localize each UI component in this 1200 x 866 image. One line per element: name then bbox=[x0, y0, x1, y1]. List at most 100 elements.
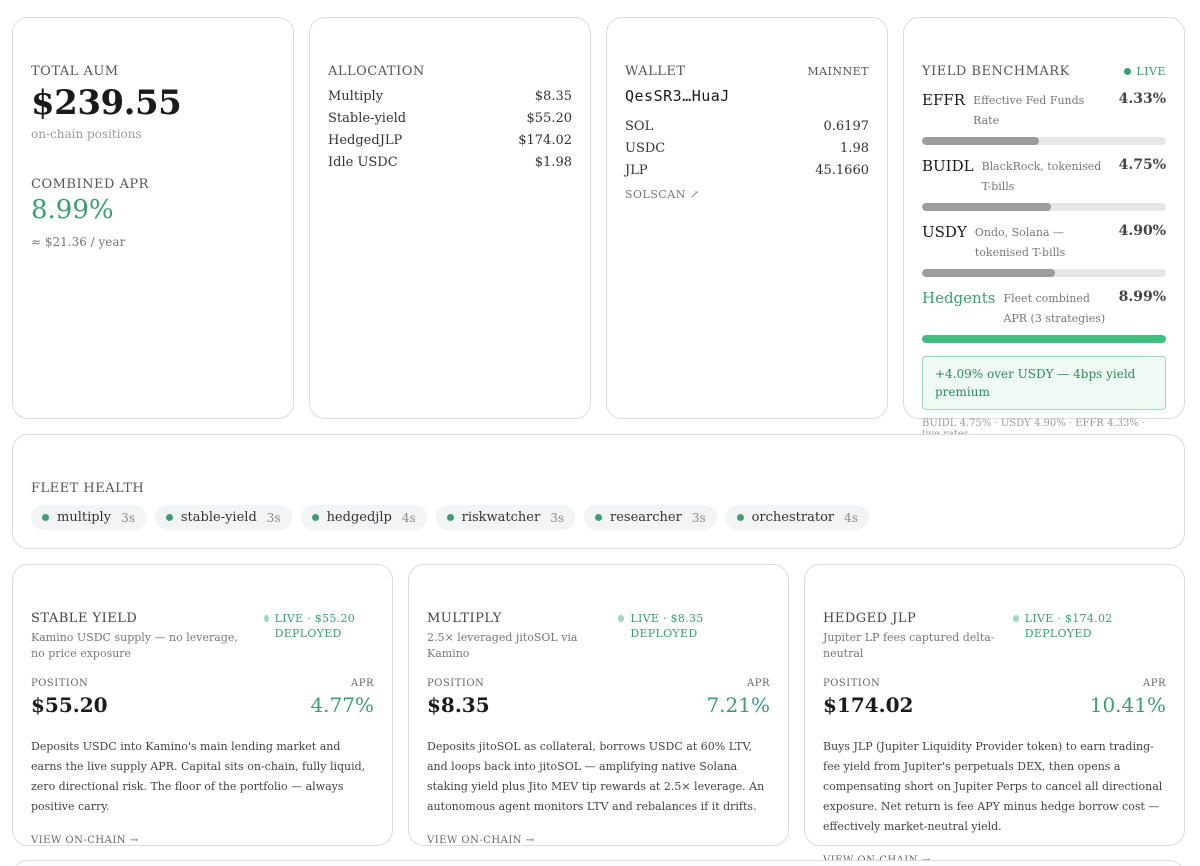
benchmark-name: EFFR bbox=[922, 91, 966, 109]
allocation-name: Idle USDC bbox=[328, 155, 398, 170]
agent-heartbeat: 4s bbox=[401, 510, 416, 525]
agent-list: multiply 3s stable-yield 3s hedgedjlp 4s… bbox=[31, 505, 1166, 530]
apr-label: APR bbox=[351, 678, 374, 689]
allocation-row: HedgedJLP $174.02 bbox=[328, 133, 572, 148]
balance-row: SOL 0.6197 bbox=[625, 119, 869, 134]
allocation-name: Multiply bbox=[328, 89, 384, 104]
status-dot-icon bbox=[446, 514, 454, 521]
agent-pill[interactable]: riskwatcher 3s bbox=[435, 505, 575, 530]
benchmark-effr: EFFR Effective Fed Funds Rate 4.33% bbox=[922, 91, 1166, 145]
agent-pill[interactable]: multiply 3s bbox=[31, 505, 146, 530]
benchmark-bar bbox=[922, 269, 1166, 277]
balance-row: USDC 1.98 bbox=[625, 141, 869, 156]
apr-value: 10.41% bbox=[1089, 693, 1166, 717]
view-on-chain-link[interactable]: VIEW ON-CHAIN → bbox=[427, 835, 535, 846]
strategy-title: STABLE YIELD bbox=[31, 611, 138, 626]
status-dot-icon bbox=[42, 514, 49, 521]
benchmark-desc: Ondo, Solana — tokenised T-bills bbox=[974, 226, 1066, 259]
allocation-name: HedgedJLP bbox=[328, 133, 403, 148]
agent-pill[interactable]: hedgedjlp 4s bbox=[300, 505, 427, 530]
strategy-description: Deposits jitoSOL as collateral, borrows … bbox=[427, 740, 765, 813]
agent-pill[interactable]: researcher 3s bbox=[584, 505, 717, 530]
status-dot-icon bbox=[736, 514, 744, 521]
wallet-address[interactable]: QesSR3…HuaJ bbox=[625, 87, 730, 105]
agent-heartbeat: 3s bbox=[121, 510, 135, 525]
wallet-label: WALLET bbox=[625, 64, 686, 79]
combined-apr-value: 8.99% bbox=[31, 195, 114, 225]
allocation-value: $55.20 bbox=[526, 111, 573, 126]
apr-label: APR bbox=[1143, 678, 1166, 689]
strategy-live-label: LIVE · $174.02 DEPLOYED bbox=[1024, 612, 1113, 640]
position-label: POSITION bbox=[823, 678, 881, 689]
benchmark-name: USDY bbox=[922, 223, 967, 241]
agent-name: riskwatcher bbox=[461, 510, 541, 525]
agent-name: multiply bbox=[57, 510, 112, 525]
token-balance: 0.6197 bbox=[823, 119, 870, 134]
benchmark-bar-fill bbox=[922, 137, 1040, 145]
token-balance: 45.1660 bbox=[815, 163, 869, 178]
balance-row: JLP 45.1660 bbox=[625, 163, 869, 178]
apr-value: 4.77% bbox=[310, 693, 374, 717]
benchmark-rate: 8.99% bbox=[1118, 289, 1166, 305]
fleet-health-label: FLEET HEALTH bbox=[31, 481, 145, 496]
position-value: $174.02 bbox=[823, 693, 914, 717]
benchmark-bar-fill bbox=[922, 203, 1052, 211]
token-name: SOL bbox=[625, 119, 654, 134]
status-dot-icon bbox=[165, 514, 173, 521]
strategy-live-label: LIVE · $55.20 DEPLOYED bbox=[274, 612, 356, 640]
token-name: JLP bbox=[625, 163, 648, 178]
position-label: POSITION bbox=[31, 678, 89, 689]
strategy-live-status: LIVE · $55.20 DEPLOYED bbox=[264, 611, 374, 641]
benchmark-bar-fill bbox=[922, 269, 1055, 277]
apr-label: APR bbox=[747, 678, 770, 689]
benchmark-desc: BlackRock, tokenised T-bills bbox=[981, 160, 1102, 193]
next-section-card bbox=[12, 860, 1185, 866]
benchmark-rate: 4.33% bbox=[1118, 91, 1166, 107]
agent-heartbeat: 3s bbox=[691, 510, 706, 525]
strategy-live-status: LIVE · $8.35 DEPLOYED bbox=[617, 611, 770, 641]
benchmark-buidl: BUIDL BlackRock, tokenised T-bills 4.75% bbox=[922, 157, 1166, 211]
total-aum-card: TOTAL AUM $239.55 on-chain positions COM… bbox=[12, 17, 294, 419]
benchmark-name: Hedgents bbox=[922, 289, 996, 307]
agent-pill[interactable]: stable-yield 3s bbox=[154, 505, 292, 530]
agent-heartbeat: 3s bbox=[550, 510, 564, 525]
yield-premium-box: +4.09% over USDY — 4bps yield premium bbox=[922, 356, 1166, 410]
agent-name: stable-yield bbox=[180, 510, 257, 525]
allocation-value: $1.98 bbox=[534, 155, 572, 170]
status-dot-icon bbox=[311, 514, 319, 521]
total-aum-sub: on-chain positions bbox=[31, 127, 142, 141]
allocation-row: Idle USDC $1.98 bbox=[328, 155, 572, 170]
view-on-chain-link[interactable]: VIEW ON-CHAIN → bbox=[31, 835, 139, 846]
combined-apr-label: COMBINED APR bbox=[31, 177, 149, 192]
benchmark-name: BUIDL bbox=[922, 157, 974, 175]
allocation-row: Multiply $8.35 bbox=[328, 89, 572, 104]
benchmark-bar bbox=[922, 137, 1166, 145]
yield-benchmark-label: YIELD BENCHMARK bbox=[922, 64, 1070, 79]
token-name: USDC bbox=[625, 141, 666, 156]
allocation-value: $174.02 bbox=[518, 133, 572, 148]
solscan-link[interactable]: SOLSCAN ↗ bbox=[625, 188, 700, 201]
benchmark-desc: Fleet combined APR (3 strategies) bbox=[1003, 292, 1106, 325]
fleet-health-card: FLEET HEALTH multiply 3s stable-yield 3s… bbox=[12, 434, 1185, 549]
strategy-subtitle: Jupiter LP fees captured delta-neutral bbox=[823, 631, 995, 660]
benchmark-bar-fill bbox=[922, 335, 1166, 343]
status-dot-icon bbox=[595, 514, 602, 521]
position-value: $55.20 bbox=[31, 693, 108, 717]
allocation-list: Multiply $8.35 Stable-yield $55.20 Hedge… bbox=[328, 89, 572, 170]
allocation-label: ALLOCATION bbox=[328, 64, 425, 79]
live-label: LIVE bbox=[1136, 65, 1166, 78]
agent-pill[interactable]: orchestrator 4s bbox=[725, 505, 869, 530]
live-dot-icon bbox=[1012, 615, 1019, 622]
yearly-earnings: ≈ $21.36 / year bbox=[31, 235, 126, 249]
benchmark-rate: 4.75% bbox=[1118, 157, 1166, 173]
agent-name: hedgedjlp bbox=[326, 510, 392, 525]
strategy-live-status: LIVE · $174.02 DEPLOYED bbox=[1012, 611, 1167, 641]
benchmark-hedgents: Hedgents Fleet combined APR (3 strategie… bbox=[922, 289, 1166, 343]
stable-yield-card: STABLE YIELD Kamino USDC supply — no lev… bbox=[12, 564, 393, 846]
benchmark-bar bbox=[922, 203, 1166, 211]
allocation-card: ALLOCATION Multiply $8.35 Stable-yield $… bbox=[309, 17, 591, 419]
yield-benchmark-card: YIELD BENCHMARK LIVE EFFR Effective Fed … bbox=[903, 17, 1185, 440]
token-balance: 1.98 bbox=[840, 141, 869, 156]
total-aum-label: TOTAL AUM bbox=[31, 64, 119, 79]
live-dot-icon bbox=[264, 615, 269, 622]
